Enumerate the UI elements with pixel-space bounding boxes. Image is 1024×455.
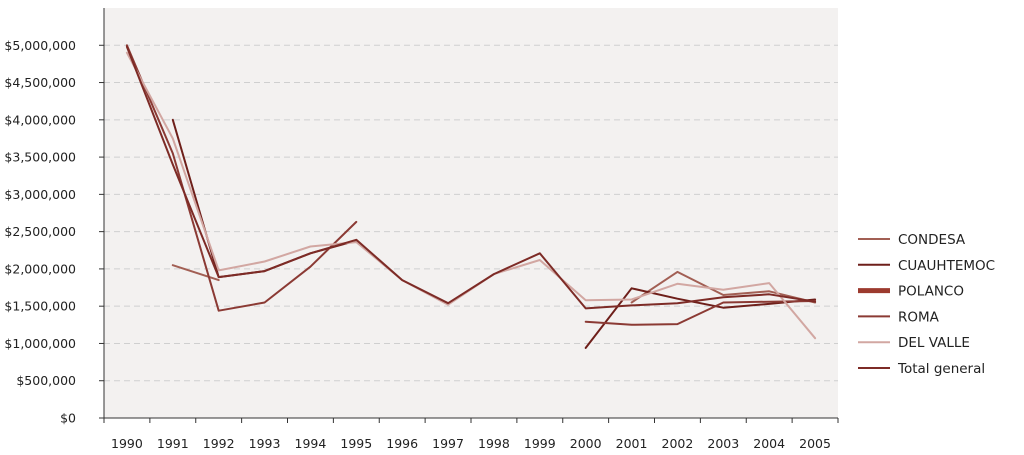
series-lines xyxy=(125,44,817,349)
x-tick-label: 2005 xyxy=(799,436,831,451)
plot-background xyxy=(104,8,838,418)
x-tick-label: 2001 xyxy=(616,436,648,451)
x-tick-label: 1996 xyxy=(386,436,418,451)
x-tick-label: 2004 xyxy=(753,436,785,451)
y-tick-label: $500,000 xyxy=(16,373,76,388)
x-tick-label: 1999 xyxy=(524,436,556,451)
series-line-total-general xyxy=(125,45,817,310)
legend-label: CUAUHTEMOC xyxy=(898,258,995,274)
y-tick-label: $2,000,000 xyxy=(4,261,76,276)
series-line-roma xyxy=(125,44,817,326)
x-tick-label: 1992 xyxy=(203,436,235,451)
x-axis-ticks: 1990 1991 1992 1993 1994 1995 1996 1997 1998 1999… xyxy=(103,418,839,451)
x-tick-label: 2002 xyxy=(662,436,694,451)
x-tick-label: 2000 xyxy=(570,436,602,451)
y-tick-label: $0 xyxy=(60,411,76,426)
x-tick-label: 1990 xyxy=(111,436,143,451)
y-tick-label: $1,000,000 xyxy=(4,336,76,351)
y-tick-label: $4,000,000 xyxy=(4,112,76,127)
legend-label: ROMA xyxy=(898,309,940,325)
y-tick-label: $1,500,000 xyxy=(4,299,76,314)
legend-label: DEL VALLE xyxy=(898,335,970,351)
x-tick-label: 1994 xyxy=(295,436,327,451)
y-tick-label: $3,500,000 xyxy=(4,150,76,165)
legend-label: Total general xyxy=(897,361,985,377)
x-tick-label: 1998 xyxy=(478,436,510,451)
y-tick-label: $4,500,000 xyxy=(4,75,76,90)
series-line-condesa xyxy=(171,264,817,304)
legend-label: POLANCO xyxy=(898,284,964,300)
y-tick-label: $2,500,000 xyxy=(4,224,76,239)
x-tick-label: 1991 xyxy=(157,436,189,451)
x-tick-label: 2003 xyxy=(707,436,739,451)
x-tick-label: 1997 xyxy=(432,436,464,451)
y-axis-ticks: $0 $500,000 $1,000,000 $1,500,000 $2,000,000… xyxy=(4,38,104,426)
x-tick-label: 1995 xyxy=(340,436,372,451)
legend: CONDESA CUAUHTEMOC POLANCO ROMA DEL VALLE Tot… xyxy=(858,232,995,377)
y-tick-label: $5,000,000 xyxy=(4,38,76,53)
legend-label: CONDESA xyxy=(898,232,966,248)
y-tick-label: $3,000,000 xyxy=(4,187,76,202)
x-tick-label: 1993 xyxy=(249,436,281,451)
